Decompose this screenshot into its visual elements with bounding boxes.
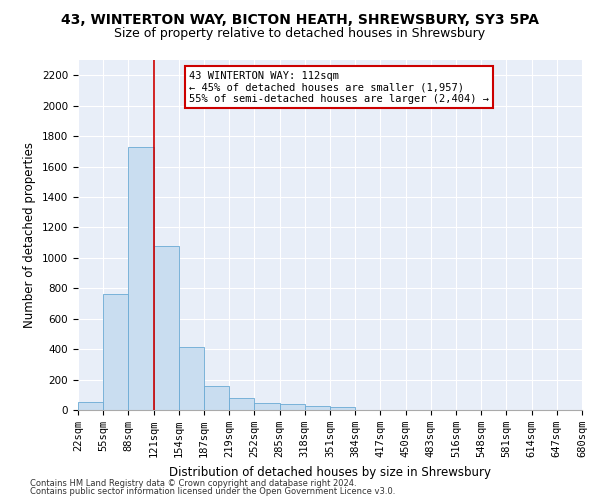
- Bar: [179, 347, 204, 410]
- Text: Contains public sector information licensed under the Open Government Licence v3: Contains public sector information licen…: [30, 487, 395, 496]
- Text: 43 WINTERTON WAY: 112sqm
← 45% of detached houses are smaller (1,957)
55% of sem: 43 WINTERTON WAY: 112sqm ← 45% of detach…: [189, 70, 489, 104]
- Bar: [280, 404, 305, 410]
- Bar: [204, 386, 229, 410]
- Text: Size of property relative to detached houses in Shrewsbury: Size of property relative to detached ho…: [115, 28, 485, 40]
- Bar: [154, 246, 179, 410]
- Bar: [78, 402, 103, 410]
- Y-axis label: Number of detached properties: Number of detached properties: [23, 142, 37, 328]
- Bar: [103, 294, 128, 410]
- Bar: [254, 403, 280, 410]
- Bar: [305, 406, 330, 410]
- Bar: [229, 398, 254, 410]
- Text: 43, WINTERTON WAY, BICTON HEATH, SHREWSBURY, SY3 5PA: 43, WINTERTON WAY, BICTON HEATH, SHREWSB…: [61, 12, 539, 26]
- Text: Contains HM Land Registry data © Crown copyright and database right 2024.: Contains HM Land Registry data © Crown c…: [30, 478, 356, 488]
- X-axis label: Distribution of detached houses by size in Shrewsbury: Distribution of detached houses by size …: [169, 466, 491, 478]
- Bar: [128, 146, 154, 410]
- Bar: [330, 408, 355, 410]
